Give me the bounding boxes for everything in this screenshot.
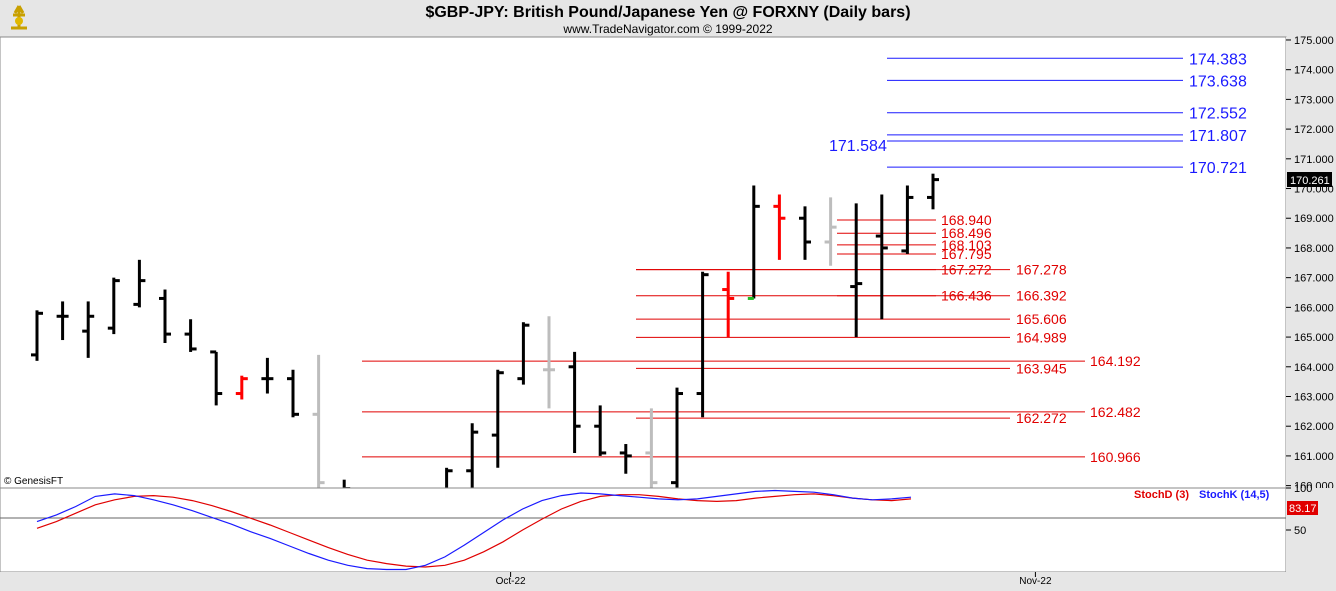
level-lines: 174.383 173.638 172.552 171.807 171.584 170.7… <box>362 51 1247 465</box>
price-tick-label: 175.000 <box>1294 35 1334 47</box>
blue-level-label: 173.638 <box>1189 73 1247 90</box>
stoch-tick-label: 100 <box>1294 483 1312 495</box>
red-level-label: 163.945 <box>1016 360 1067 376</box>
price-tick-label: 173.000 <box>1294 94 1334 106</box>
stoch-d-line <box>36 493 912 568</box>
price-tick-label: 172.000 <box>1294 124 1334 136</box>
chart-title: $GBP-JPY: British Pound/Japanese Yen @ F… <box>425 4 910 21</box>
price-tick-label: 168.000 <box>1294 243 1334 255</box>
red-level-label: 165.606 <box>1016 311 1067 327</box>
red-level-label: 167.795 <box>941 246 992 262</box>
blue-level-label: 171.807 <box>1189 128 1247 145</box>
red-level-label: 162.272 <box>1016 410 1067 426</box>
price-axis <box>1286 37 1336 488</box>
time-axis-ticks: Oct-22 Nov-22 <box>496 572 1052 587</box>
price-tick-label: 171.000 <box>1294 154 1334 166</box>
price-tick-label: 163.000 <box>1294 391 1334 403</box>
stoch-k-legend: StochK (14,5) <box>1199 489 1270 501</box>
stoch-k-line <box>36 489 912 571</box>
blue-level-label: 174.383 <box>1189 51 1247 68</box>
stoch-last-label: 83.17 <box>1289 503 1317 515</box>
price-panel <box>0 36 1287 489</box>
price-tick-label: 167.000 <box>1294 273 1334 285</box>
price-tick-label: 164.000 <box>1294 362 1334 374</box>
red-level-label: 168.940 <box>941 212 992 228</box>
red-level-label: 164.989 <box>1016 329 1067 345</box>
red-level-label: 162.482 <box>1090 404 1141 420</box>
time-tick-label: Oct-22 <box>496 576 526 587</box>
blue-level-label: 171.584 <box>829 138 887 155</box>
red-level-label: 164.192 <box>1090 353 1141 369</box>
stoch-panel <box>0 487 1287 573</box>
price-tick-label: 161.000 <box>1294 451 1334 463</box>
blue-level-label: 170.721 <box>1189 160 1247 177</box>
navigator-compass-logo-icon <box>4 3 34 33</box>
ohlc-bars <box>31 173 939 488</box>
price-axis-ticks: 175.000174.000173.000172.000171.000170.0… <box>1286 35 1334 493</box>
stoch-tick-label: 50 <box>1294 525 1306 537</box>
price-tick-label: 162.000 <box>1294 421 1334 433</box>
red-level-label: 166.392 <box>1016 288 1067 304</box>
last-price-tag: 170.261 <box>1287 172 1332 187</box>
stoch-axis-ticks: 100 50 <box>1286 483 1312 537</box>
blue-level-label: 172.552 <box>1189 106 1247 123</box>
chart-subtitle: www.TradeNavigator.com © 1999-2022 <box>562 22 772 36</box>
red-level-label: 168.496 <box>941 225 992 241</box>
red-level-label: 168.103 <box>941 237 992 253</box>
price-tick-label: 169.000 <box>1294 213 1334 225</box>
watermark: © GenesisFT <box>4 476 63 487</box>
time-tick-label: Nov-22 <box>1019 576 1052 587</box>
last-price-label: 170.261 <box>1290 175 1330 187</box>
price-tick-label: 165.000 <box>1294 332 1334 344</box>
price-tick-label: 174.000 <box>1294 65 1334 77</box>
stoch-last-tag: 83.17 <box>1287 501 1318 515</box>
price-tick-label: 166.000 <box>1294 302 1334 314</box>
time-axis <box>0 572 1336 591</box>
red-level-label: 167.278 <box>1016 262 1067 278</box>
stoch-d-legend: StochD (3) <box>1134 489 1189 501</box>
header-bar <box>0 0 1336 37</box>
red-level-label: 160.966 <box>1090 449 1141 465</box>
